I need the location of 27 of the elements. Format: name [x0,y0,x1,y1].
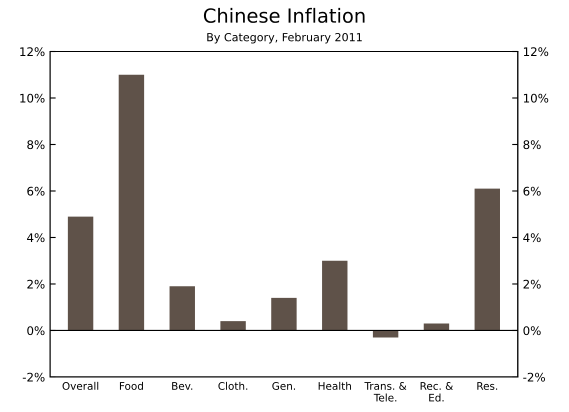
x-tick-label: Food [120,382,143,390]
x-tick-label: Health [318,382,351,390]
y2-tick-label: 10% [524,94,548,103]
y2-tick-label: 0% [523,326,541,336]
y2-tick-label: 6% [523,186,541,196]
x-tick-label: Rec. & Ed. [420,382,453,402]
x-tick-label: Res. [477,382,498,390]
x-tick-label: Overall [62,382,98,390]
y-tick-label: 12% [20,47,45,56]
chart-title: Chinese Inflation [204,8,365,23]
y-tick-label: 4% [27,233,45,242]
x-tick-label: Cloth. [218,382,248,390]
y-tick-label: 8% [27,140,45,150]
y-tick-label: -2% [22,372,45,382]
y2-tick-label: 12% [524,47,548,56]
y-tick-label: 0% [27,326,45,336]
x-tick-label: Bev. [172,382,192,390]
y2-tick-label: -2% [523,372,545,382]
x-tick-label: Trans. & Tele. [364,382,406,402]
y-tick-label: 2% [27,280,45,289]
y2-tick-label: 8% [523,140,541,150]
chart-subtitle: By Category, February 2011 [207,32,362,44]
y2-tick-label: 2% [524,280,541,289]
y-tick-label: 10% [20,94,45,103]
y2-tick-label: 4% [523,233,541,242]
x-tick-label: Gen. [272,382,296,390]
y-tick-label: 6% [27,186,45,196]
